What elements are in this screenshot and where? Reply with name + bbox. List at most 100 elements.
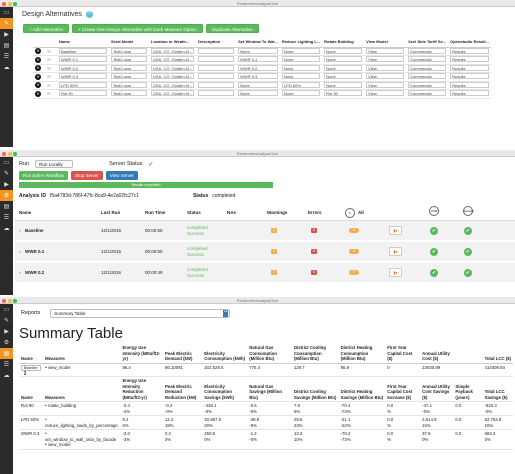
- cloud-icon[interactable]: ☁: [3, 373, 10, 379]
- cell-win[interactable]: WWR 0.3: [236, 72, 280, 82]
- grip-icon[interactable]: ☰: [45, 47, 57, 56]
- cell-rot[interactable]: None: [322, 55, 365, 65]
- cell-desc[interactable]: [196, 47, 237, 56]
- document-icon[interactable]: ▤: [0, 348, 13, 359]
- cell-desc[interactable]: [196, 64, 237, 73]
- run-mode-select[interactable]: Run Locally: [35, 160, 74, 168]
- cell-view[interactable]: View: [364, 72, 407, 82]
- cell-light[interactable]: None: [279, 55, 323, 65]
- cell-res[interactable]: Results: [448, 55, 492, 65]
- cell-xcel[interactable]: Commercial: [406, 81, 449, 90]
- results-check-icon[interactable]: ✔: [464, 227, 472, 235]
- run-row[interactable]: › WWR 0.2 12/1/2016 00:00:49 completed Succes…: [15, 263, 515, 284]
- run-row[interactable]: › Baseline 12/1/2016 00:00:50 completed Succe…: [15, 221, 515, 242]
- cell-res[interactable]: Results: [448, 64, 492, 73]
- cloud-icon[interactable]: ☁: [3, 65, 10, 71]
- chart-dropdown-icon[interactable]: ▮▾: [389, 268, 402, 277]
- cell-view[interactable]: View: [364, 47, 407, 56]
- cell-seed[interactable]: Test2.osm: [109, 55, 149, 65]
- cell-loc[interactable]: USA_CO_Golden-N...: [149, 55, 197, 65]
- all-toggle[interactable]: C: [345, 208, 355, 218]
- zoom-window-button[interactable]: [13, 1, 17, 6]
- cell-desc[interactable]: [196, 72, 237, 82]
- tools-icon[interactable]: ✎: [3, 171, 10, 177]
- run-row[interactable]: › WWR 0.1 12/1/2016 00:00:50 completed Succes…: [15, 242, 515, 263]
- cell-light[interactable]: None: [279, 47, 323, 56]
- errors-badge[interactable]: 0: [311, 228, 317, 233]
- grip-icon[interactable]: ☰: [45, 55, 57, 65]
- cell-xcel[interactable]: Commercial: [406, 55, 449, 65]
- table-row[interactable]: ✕ ☰ WWR 0.1 Test2.osm USA_CO_Golden-N... WWR …: [33, 55, 492, 65]
- cell-view[interactable]: View: [364, 64, 407, 73]
- folder-icon[interactable]: ▭: [3, 10, 10, 16]
- table-row[interactable]: ✕ ☰ LPD 50% Test2.osm USA_CO_Golden-N... None…: [33, 81, 492, 90]
- cell-loc[interactable]: USA_CO_Golden-N...: [149, 81, 197, 90]
- run-icon[interactable]: ⚙: [3, 340, 10, 346]
- cell-win[interactable]: WWR 0.1: [236, 55, 280, 65]
- delete-icon[interactable]: ✕: [33, 81, 45, 90]
- minimize-window-button[interactable]: [7, 298, 12, 303]
- cell-seed[interactable]: Test2.osm: [109, 89, 149, 99]
- close-window-button[interactable]: [2, 298, 6, 303]
- cell-light[interactable]: None: [279, 64, 323, 73]
- run-workflow-button[interactable]: Run Entire Workflow: [19, 171, 68, 180]
- cell-win[interactable]: None: [236, 89, 280, 99]
- chart-dropdown-icon[interactable]: ▮▾: [389, 226, 402, 235]
- osm-check-icon[interactable]: ✔: [430, 227, 438, 235]
- all-badge[interactable]: 0: [349, 249, 359, 254]
- cell-rot[interactable]: Rot 90: [322, 89, 365, 99]
- close-window-button[interactable]: [2, 1, 6, 6]
- table-row[interactable]: ✕ ☰ WWR 0.2 Test2.osm USA_CO_Golden-N... WWR …: [33, 64, 492, 73]
- minimize-window-button[interactable]: [7, 1, 12, 6]
- cell-res[interactable]: Results: [448, 81, 492, 90]
- grip-icon[interactable]: ☰: [45, 64, 57, 73]
- zoom-window-button[interactable]: [13, 298, 17, 303]
- errors-badge[interactable]: 0: [311, 249, 317, 254]
- cell-rot[interactable]: None: [322, 64, 365, 73]
- cell-view[interactable]: View: [364, 89, 407, 99]
- delete-icon[interactable]: ✕: [33, 72, 45, 82]
- warnings-badge[interactable]: 3: [271, 249, 277, 254]
- grip-icon[interactable]: ☰: [45, 72, 57, 82]
- minimize-window-button[interactable]: [7, 151, 12, 156]
- zoom-window-button[interactable]: [13, 151, 17, 156]
- warnings-badge[interactable]: 3: [271, 228, 277, 233]
- cell-seed[interactable]: Test2.osm: [109, 81, 149, 90]
- cell-loc[interactable]: USA_CO_Golden-N...: [149, 64, 197, 73]
- cell-light[interactable]: None: [279, 89, 323, 99]
- play-icon[interactable]: ▶: [4, 329, 9, 335]
- cell-xcel[interactable]: Commercial: [406, 72, 449, 82]
- expand-icon[interactable]: ›: [19, 249, 21, 254]
- tools-icon[interactable]: ✎: [3, 318, 10, 324]
- add-alternative-button[interactable]: + Add Alternative: [23, 24, 69, 33]
- document-icon[interactable]: ▤: [3, 204, 10, 210]
- cell-name[interactable]: LPD 50%: [57, 81, 109, 90]
- delete-icon[interactable]: ✕: [33, 47, 45, 56]
- list-icon[interactable]: ☰: [3, 362, 10, 368]
- all-badge[interactable]: 0: [349, 228, 359, 233]
- grip-icon[interactable]: ☰: [45, 81, 57, 90]
- table-row[interactable]: ✕ ☰ Rot 90 Test2.osm USA_CO_Golden-N... None N…: [33, 89, 492, 99]
- list-icon[interactable]: ☰: [3, 54, 10, 60]
- cell-view[interactable]: View: [364, 55, 407, 65]
- grip-icon[interactable]: ☰: [45, 89, 57, 99]
- cell-loc[interactable]: USA_CO_Golden-N...: [149, 89, 197, 99]
- report-select[interactable]: Summary Table: [50, 308, 231, 318]
- folder-icon[interactable]: ▭: [3, 307, 10, 313]
- duplicate-alternative-button[interactable]: Duplicate Alternative: [205, 24, 259, 33]
- cell-name[interactable]: WWR 0.1: [57, 55, 109, 65]
- cell-loc[interactable]: USA_CO_Golden-N...: [149, 47, 197, 56]
- run-icon[interactable]: ⚙: [0, 190, 13, 201]
- cell-res[interactable]: Results: [448, 47, 492, 56]
- all-badge[interactable]: 0: [349, 270, 359, 275]
- cell-xcel[interactable]: Commercial: [406, 47, 449, 56]
- table-row[interactable]: ✕ ☰ WWR 0.3 Test2.osm USA_CO_Golden-N... WWR …: [33, 72, 492, 82]
- cell-res[interactable]: Results: [448, 72, 492, 82]
- cell-light[interactable]: LPD 60%: [279, 81, 323, 90]
- results-check-icon[interactable]: ✔: [464, 248, 472, 256]
- cell-win[interactable]: None: [236, 47, 280, 56]
- create-alternatives-button[interactable]: + Create One Design Alternative with Eac…: [71, 24, 203, 33]
- stop-server-button[interactable]: Stop Server: [70, 171, 103, 180]
- delete-icon[interactable]: ✕: [33, 64, 45, 73]
- cell-name[interactable]: WWR 0.3: [57, 72, 109, 82]
